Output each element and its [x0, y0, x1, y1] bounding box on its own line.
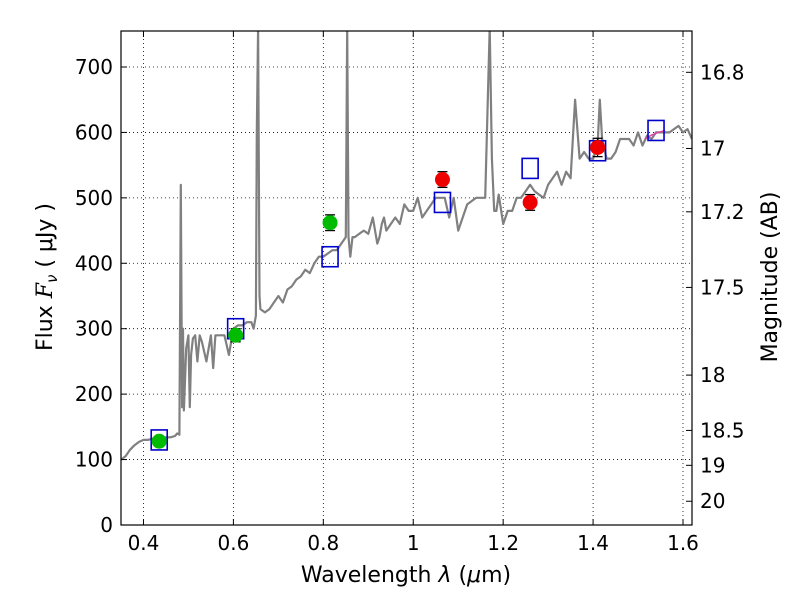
x-tick-label: 1.4	[577, 531, 609, 555]
mag-tick-label: 17.2	[700, 200, 745, 224]
y-tick-label: 200	[75, 382, 113, 406]
model-box	[321, 245, 339, 268]
model-box	[647, 119, 665, 142]
y-tick-label: 0	[100, 513, 113, 537]
mag-tick-label: 17	[700, 136, 725, 160]
x-tick-label: 0.6	[217, 531, 249, 555]
plot-area	[121, 31, 692, 461]
y2-axis-label: Magnitude (AB)	[758, 192, 783, 363]
mag-tick-label: 18.5	[700, 418, 745, 442]
red-point	[434, 172, 450, 188]
mag-tick-label: 18	[700, 363, 725, 387]
y-tick-label: 400	[75, 251, 113, 275]
model-box	[521, 157, 539, 180]
mag-tick-label: 20	[700, 489, 725, 513]
y-tick-label: 300	[75, 317, 113, 341]
x-tick-label: 0.4	[128, 531, 160, 555]
x-tick-label: 1	[407, 531, 420, 555]
model-box	[433, 191, 452, 214]
model-box	[150, 429, 169, 451]
axes-ticks: 0.4 0.6 0.8 1 1.2 1.4 1.6 0 100 200 300 400 500 600 70…	[75, 31, 745, 555]
plot-frame	[120, 30, 693, 526]
mag-tick-label: 16.8	[700, 60, 745, 84]
grid	[121, 31, 692, 526]
red-point	[522, 194, 538, 210]
green-point	[228, 327, 244, 343]
green-point	[322, 215, 338, 231]
y-tick-label: 500	[75, 186, 113, 210]
y-tick-label: 600	[75, 120, 113, 144]
mag-tick-label: 19	[700, 453, 725, 477]
x-tick-label: 1.2	[487, 531, 519, 555]
y-tick-label: 100	[75, 448, 113, 472]
x-axis-label: Wavelength λ (μm)	[301, 563, 511, 588]
x-tick-label: 1.6	[667, 531, 699, 555]
x-tick-label: 0.8	[307, 531, 339, 555]
green-point	[151, 433, 167, 449]
y-tick-label: 700	[75, 55, 113, 79]
y-axis-label: Flux Fν ( μJy )	[33, 203, 61, 351]
mag-tick-label: 17.5	[700, 275, 745, 299]
red-point	[590, 139, 606, 155]
spectrum-line	[121, 31, 692, 461]
